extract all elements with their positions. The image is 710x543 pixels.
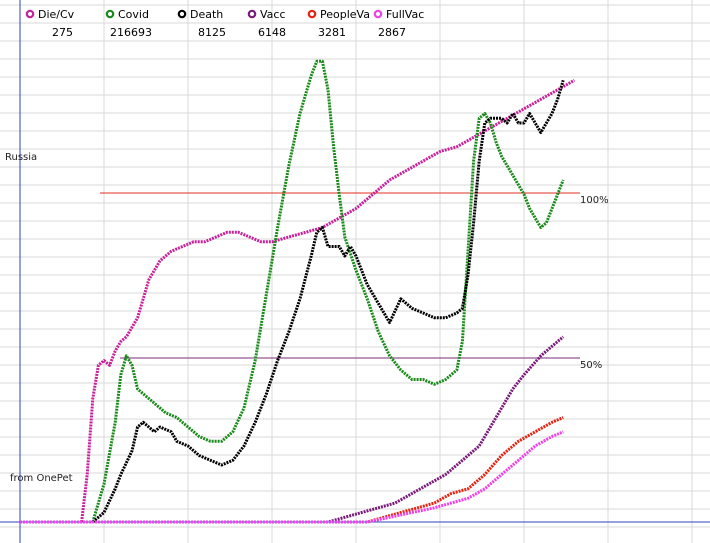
series-line-covid [91,59,565,523]
legend-marker-peopleva [307,9,317,19]
legend-label-vacc: Vacc [260,8,286,21]
series-line-die-cv [80,78,576,523]
legend-value-death: 8125 [198,26,226,39]
legend-label-death: Death [190,8,223,21]
reference-line-label: 100% [580,195,609,206]
legend-value-die-cv: 275 [52,26,73,39]
legend-label-covid: Covid [118,8,149,21]
legend-value-fullvac: 2867 [378,26,406,39]
reference-line-label: 50% [580,360,602,371]
series-line-vacc [20,335,565,524]
series-line-death [91,79,565,524]
legend-marker-covid [105,9,115,19]
legend-value-covid: 216693 [110,26,152,39]
source-note: from OnePet [10,473,73,484]
series-line-peopleva [20,416,564,524]
data-series [20,59,576,524]
legend: Die/Cv 275 Covid 216693 Death 8125 Vacc 6148 Peo… [25,8,424,39]
legend-value-peopleva: 3281 [318,26,346,39]
region-label: Russia [5,152,37,163]
legend-marker-death [177,9,187,19]
reference-lines: 100% 50% [100,192,609,371]
legend-marker-die-cv [25,9,35,19]
legend-label-die-cv: Die/Cv [38,8,75,21]
legend-label-peopleva: PeopleVa [320,8,370,21]
legend-value-vacc: 6148 [258,26,286,39]
legend-marker-fullvac [373,9,383,19]
legend-marker-vacc [247,9,257,19]
legend-label-fullvac: FullVac [386,8,424,21]
series-line-fullvac [20,430,564,524]
